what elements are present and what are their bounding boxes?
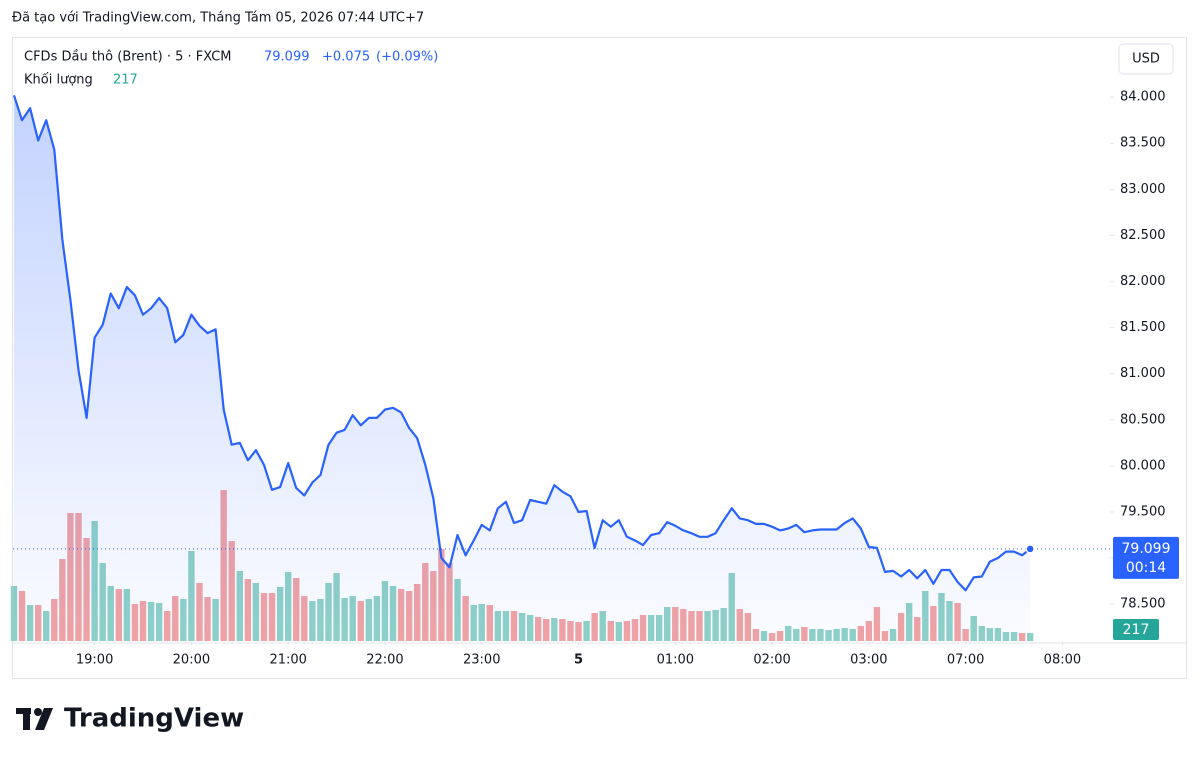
x-tick-label: 03:00 [850, 653, 887, 668]
x-tick-label: 02:00 [753, 653, 790, 668]
currency[interactable]: USD [1132, 52, 1160, 67]
price-tag-label: 79.099 [1122, 541, 1171, 557]
y-tick-label: 82.500 [1120, 228, 1166, 243]
y-tick-label: 80.500 [1120, 412, 1166, 427]
y-tick-label: 82.000 [1120, 274, 1166, 289]
x-tick-label: 22:00 [366, 653, 403, 668]
logo: TradingView [64, 704, 244, 734]
volume-title: Khối lượng [24, 73, 93, 88]
last-price: 79.099 [264, 50, 310, 65]
price-line [12, 94, 1031, 592]
y-tick-label: 78.500 [1120, 597, 1166, 612]
price-area [13, 95, 1031, 642]
volume-bar [10, 586, 18, 641]
x-tick-label: 19:00 [76, 653, 113, 668]
price-tag [1113, 536, 1179, 579]
volume-last: 217 [113, 73, 138, 88]
x-tick-label: 08:00 [1044, 653, 1081, 668]
currency-button[interactable] [1118, 43, 1174, 75]
y-tick-label: 79.500 [1120, 504, 1166, 519]
countdown: 00:14 [1126, 560, 1166, 576]
frame [12, 37, 1187, 679]
x-tick-label: 5 [574, 653, 583, 668]
chart-title: CFDs Dầu thô (Brent) · 5 · FXCM [24, 50, 232, 65]
y-tick-label: 83.500 [1120, 136, 1166, 151]
y-tick-label: 80.000 [1120, 458, 1166, 473]
x-tick-label: 23:00 [463, 653, 500, 668]
y-tick-label: 84.000 [1120, 90, 1166, 105]
last-point [1025, 544, 1035, 554]
volume-tag [1113, 619, 1159, 640]
y-tick-label: 81.000 [1120, 366, 1166, 381]
logo-icon [16, 708, 53, 730]
plot [10, 94, 1110, 642]
volume-tag-label: 217 [1123, 622, 1150, 638]
change: +0.075 [322, 50, 370, 65]
change-pct: (+0.09%) [376, 50, 438, 65]
x-tick-label: 07:00 [947, 653, 984, 668]
y-tick-label: 81.500 [1120, 320, 1166, 335]
x-tick-label: 01:00 [657, 653, 694, 668]
created-note: Đã tạo với TradingView.com, Tháng Tám 05… [12, 11, 424, 26]
x-tick-label: 20:00 [173, 653, 210, 668]
x-tick-label: 21:00 [269, 653, 306, 668]
y-tick-label: 83.000 [1120, 182, 1166, 197]
